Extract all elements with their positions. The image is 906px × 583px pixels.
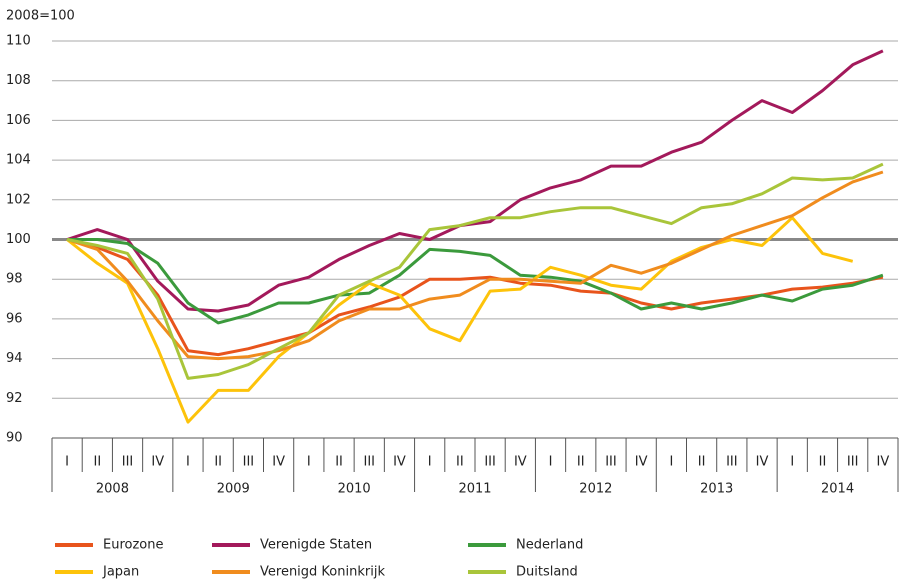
x-tick-label: IV [635, 455, 648, 470]
x-tick-label: II [577, 455, 585, 470]
x-tick-label: III [484, 455, 496, 470]
legend-label: Verenigde Staten [260, 538, 372, 553]
x-tick-label: III [847, 455, 859, 470]
x-tick-label: III [605, 455, 617, 470]
x-tick-label: IV [272, 455, 285, 470]
x-tick-label: I [790, 455, 794, 470]
x-group-label: 2012 [579, 482, 612, 497]
x-tick-label: IV [393, 455, 406, 470]
x-tick-label: III [363, 455, 375, 470]
x-tick-label: I [186, 455, 190, 470]
x-tick-label: IV [151, 455, 164, 470]
y-tick-label: 98 [6, 272, 23, 287]
legend-label: Japan [102, 565, 139, 580]
y-tick-label: 104 [6, 153, 31, 168]
x-tick-label: II [335, 455, 343, 470]
legend-label: Nederland [516, 538, 583, 553]
legend-label: Duitsland [516, 565, 578, 580]
series-line [66, 170, 884, 361]
x-group-label: 2014 [821, 482, 854, 497]
y-axis-label: 2008=100 [6, 9, 75, 24]
y-tick-label: 100 [6, 232, 31, 247]
x-tick-label: IV [877, 455, 890, 470]
x-tick-label: I [549, 455, 553, 470]
y-tick-label: 94 [6, 351, 23, 366]
x-group-label: 2009 [217, 482, 250, 497]
x-tick-label: III [122, 455, 134, 470]
y-tick-label: 92 [6, 391, 23, 406]
x-tick-label: II [93, 455, 101, 470]
y-tick-label: 96 [6, 311, 23, 326]
x-group-label: 2010 [338, 482, 371, 497]
series-line [66, 49, 884, 313]
x-tick-label: IV [514, 455, 527, 470]
x-tick-label: I [669, 455, 673, 470]
x-tick-label: II [698, 455, 706, 470]
y-tick-label: 90 [6, 431, 23, 446]
x-tick-label: IV [756, 455, 769, 470]
y-tick-label: 102 [6, 192, 31, 207]
x-tick-label: III [726, 455, 738, 470]
x-tick-label: I [307, 455, 311, 470]
x-group-label: 2011 [458, 482, 491, 497]
legend-label: Eurozone [103, 538, 163, 553]
y-tick-label: 106 [6, 113, 31, 128]
x-tick-label: II [819, 455, 827, 470]
series-line [66, 162, 884, 380]
y-tick-label: 108 [6, 73, 31, 88]
x-group-label: 2013 [700, 482, 733, 497]
x-group-label: 2008 [96, 482, 129, 497]
y-tick-label: 110 [6, 34, 31, 49]
series-line [66, 238, 884, 357]
series-line [67, 238, 884, 325]
legend-label: Verenigd Koninkrijk [260, 565, 385, 580]
x-tick-label: III [243, 455, 255, 470]
x-tick-label: II [456, 455, 464, 470]
series-line [66, 216, 854, 424]
x-tick-label: I [65, 455, 69, 470]
x-tick-label: II [214, 455, 222, 470]
x-tick-label: I [428, 455, 432, 470]
